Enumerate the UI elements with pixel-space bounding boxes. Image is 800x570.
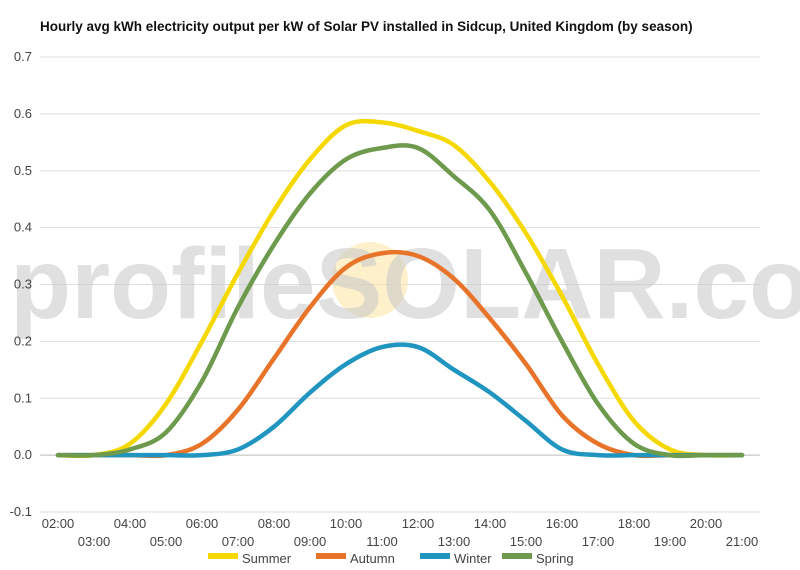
y-tick-label: 0.3 [14,277,32,292]
y-tick-label: 0.1 [14,390,32,405]
x-tick-label: 10:00 [330,516,363,531]
legend-label-summer: Summer [242,551,292,566]
series-line-summer [55,118,745,459]
x-tick-label: 17:00 [582,534,615,549]
x-tick-label: 19:00 [654,534,687,549]
legend-swatch-spring [502,553,532,559]
x-tick-label: 07:00 [222,534,255,549]
y-tick-label: 0.0 [14,447,32,462]
legend-label-autumn: Autumn [350,551,395,566]
x-tick-label: 06:00 [186,516,219,531]
x-tick-label: 20:00 [690,516,723,531]
legend: Summer Autumn Winter Spring [208,551,574,566]
x-tick-label: 03:00 [78,534,111,549]
series-line-winter [55,342,745,458]
x-tick-label: 05:00 [150,534,183,549]
y-tick-label: 0.7 [14,49,32,64]
x-tick-label: 21:00 [726,534,759,549]
y-tick-label: -0.1 [10,504,32,519]
legend-label-winter: Winter [454,551,492,566]
x-tick-label: 11:00 [366,534,398,549]
watermark-sun-icon [332,242,408,318]
x-tick-label: 02:00 [42,516,75,531]
legend-label-spring: Spring [536,551,574,566]
y-tick-label: 0.6 [14,106,32,121]
x-tick-label: 04:00 [114,516,147,531]
x-tick-label: 14:00 [474,516,507,531]
axis-layer: -0.1 0.0 0.1 0.2 0.3 0.4 0.5 0.6 0.7 02:0003:0004… [10,49,759,549]
series-layer [55,118,745,459]
y-tick-label: 0.5 [14,163,32,178]
series-line-spring [55,143,745,459]
x-tick-label: 18:00 [618,516,651,531]
x-tick-label: 09:00 [294,534,327,549]
legend-swatch-summer [208,553,238,559]
watermark-text: profileSOLAR.com [10,228,800,340]
x-tick-label: 08:00 [258,516,291,531]
watermark-layer: profileSOLAR.com [10,228,800,340]
legend-swatch-autumn [316,553,346,559]
y-tick-label: 0.2 [14,333,32,348]
x-tick-label: 13:00 [438,534,471,549]
y-tick-label: 0.4 [14,220,32,235]
x-tick-label: 16:00 [546,516,579,531]
chart-title: Hourly avg kWh electricity output per kW… [40,19,693,34]
x-tick-label: 15:00 [510,534,543,549]
legend-swatch-winter [420,553,450,559]
x-tick-label: 12:00 [402,516,435,531]
